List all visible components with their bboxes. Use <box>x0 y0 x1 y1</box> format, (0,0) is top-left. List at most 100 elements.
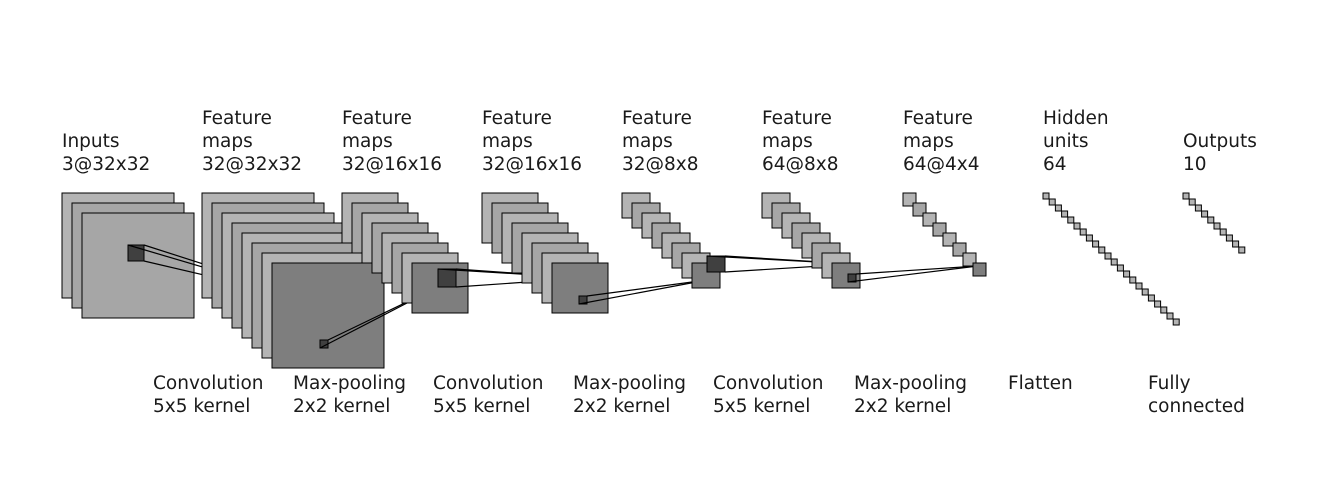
layer-label-line: Feature <box>622 108 692 129</box>
operation-label-convolution-2: Convolution 5x5 kernel <box>433 372 544 418</box>
connection-line <box>586 279 708 297</box>
operation-label-flatten: Flatten <box>1008 372 1073 395</box>
layer-label-hidden-units: Hidden units 64 <box>1043 107 1109 176</box>
output-unit <box>1225 234 1233 242</box>
hidden-unit <box>1147 294 1155 302</box>
hidden-unit <box>1160 306 1168 314</box>
output-unit <box>1232 240 1240 248</box>
output-unit <box>1194 204 1202 212</box>
hidden-unit <box>1141 288 1149 296</box>
layer-label-line: 32@16x16 <box>482 154 583 175</box>
output-unit <box>1182 192 1190 200</box>
layer-label-line: Outputs <box>1183 131 1257 152</box>
hidden-unit <box>1054 204 1062 212</box>
hidden-unit <box>1067 216 1075 224</box>
hidden-unit <box>1048 198 1056 206</box>
output-unit <box>1213 222 1221 230</box>
layer-label-line: maps <box>342 131 393 152</box>
operation-label-line: 5x5 kernel <box>713 396 811 417</box>
operation-label-convolution-1: Convolution 5x5 kernel <box>153 372 264 418</box>
layer-label-line: maps <box>202 131 253 152</box>
output-unit <box>1207 216 1215 224</box>
layer-label-line: Feature <box>762 108 832 129</box>
connection-line <box>847 265 979 283</box>
feature-maps-6-map <box>972 262 987 277</box>
layer-label-feature-maps-1: Feature maps 32@32x32 <box>202 107 302 176</box>
layer-label-inputs: Inputs 3@32x32 <box>62 130 150 176</box>
feature-maps-1-map <box>271 262 385 369</box>
layer-label-line: Feature <box>342 108 412 129</box>
layer-label-line: Feature <box>202 108 272 129</box>
operation-label-line: Convolution <box>433 373 544 394</box>
layer-label-line: Inputs <box>62 131 120 152</box>
layer-label-line: maps <box>762 131 813 152</box>
hidden-unit <box>1154 300 1162 308</box>
hidden-unit <box>1172 318 1180 326</box>
operation-label-line: 5x5 kernel <box>153 396 251 417</box>
input-stack-map <box>81 212 195 319</box>
feature-maps-2-kernel <box>437 268 457 288</box>
operation-label-line: Max-pooling <box>293 373 407 394</box>
operation-label-convolution-3: Convolution 5x5 kernel <box>713 372 824 418</box>
output-unit <box>1188 198 1196 206</box>
layer-label-feature-maps-2: Feature maps 32@16x16 <box>342 107 442 176</box>
operation-label-line: 5x5 kernel <box>433 396 531 417</box>
hidden-unit <box>1079 228 1087 236</box>
operation-label-line: 2x2 kernel <box>293 396 391 417</box>
hidden-unit <box>1110 258 1118 266</box>
layer-label-line: 3@32x32 <box>62 154 151 175</box>
hidden-unit <box>1104 252 1112 260</box>
hidden-unit <box>1042 192 1050 200</box>
output-unit <box>1201 210 1209 218</box>
layer-label-line: 32@16x16 <box>342 154 443 175</box>
operation-label-line: Flatten <box>1008 373 1073 394</box>
layer-label-feature-maps-4: Feature maps 32@8x8 <box>622 107 699 176</box>
layer-label-line: Feature <box>903 108 973 129</box>
operation-label-line: connected <box>1148 396 1245 417</box>
layer-label-line: maps <box>622 131 673 152</box>
layer-label-feature-maps-3: Feature maps 32@16x16 <box>482 107 582 176</box>
operation-label-max-pooling-1: Max-pooling 2x2 kernel <box>293 372 406 418</box>
connection-line <box>578 279 708 305</box>
operation-label-max-pooling-3: Max-pooling 2x2 kernel <box>854 372 967 418</box>
operation-label-line: Max-pooling <box>854 373 968 394</box>
output-unit <box>1219 228 1227 236</box>
layer-label-outputs: Outputs 10 <box>1183 130 1257 176</box>
hidden-unit <box>1085 234 1093 242</box>
layer-label-line: 64@8x8 <box>762 154 839 175</box>
layer-label-line: 64@4x4 <box>903 154 980 175</box>
layer-label-line: maps <box>903 131 954 152</box>
operation-label-line: Max-pooling <box>573 373 687 394</box>
layer-label-feature-maps-6: Feature maps 64@4x4 <box>903 107 980 176</box>
layer-label-line: 32@32x32 <box>202 154 303 175</box>
layer-label-line: 32@8x8 <box>622 154 699 175</box>
operation-label-line: Convolution <box>713 373 824 394</box>
output-unit <box>1238 246 1246 254</box>
hidden-unit <box>1123 270 1131 278</box>
hidden-unit <box>1098 246 1106 254</box>
hidden-unit <box>1166 312 1174 320</box>
layer-label-line: 10 <box>1183 154 1207 175</box>
operation-label-line: Fully <box>1148 373 1191 394</box>
layer-label-line: 64 <box>1043 154 1067 175</box>
hidden-unit <box>1116 264 1124 272</box>
layer-label-line: units <box>1043 131 1089 152</box>
layer-label-line: Hidden <box>1043 108 1109 129</box>
hidden-unit <box>1092 240 1100 248</box>
feature-maps-3-map <box>551 262 609 314</box>
layer-label-line: Feature <box>482 108 552 129</box>
hidden-unit <box>1135 282 1143 290</box>
feature-maps-3-kernel <box>578 295 588 305</box>
operation-label-line: Convolution <box>153 373 264 394</box>
connection-line <box>855 265 979 275</box>
operation-label-line: 2x2 kernel <box>573 396 671 417</box>
operation-label-max-pooling-2: Max-pooling 2x2 kernel <box>573 372 686 418</box>
feature-maps-4-kernel <box>706 255 726 273</box>
hidden-unit <box>1073 222 1081 230</box>
layer-label-feature-maps-5: Feature maps 64@8x8 <box>762 107 839 176</box>
hidden-unit <box>1129 276 1137 284</box>
operation-label-fully-connected: Fully connected <box>1148 372 1245 418</box>
operation-label-line: 2x2 kernel <box>854 396 952 417</box>
